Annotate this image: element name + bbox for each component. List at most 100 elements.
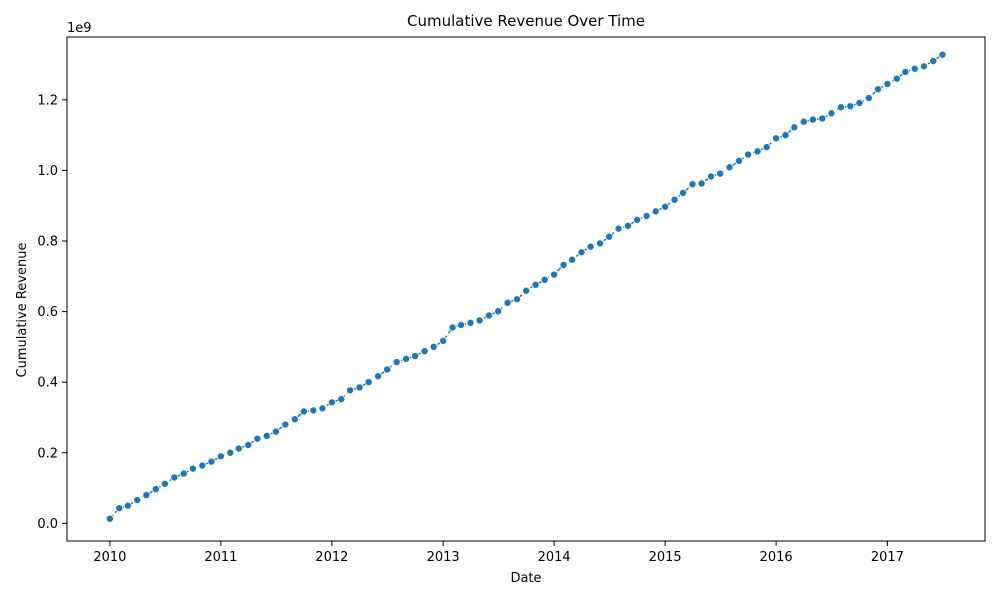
data-point: [707, 172, 716, 181]
data-point: [883, 79, 892, 88]
x-tick-label: 2015: [649, 550, 682, 565]
data-point: [374, 372, 383, 381]
data-point: [309, 406, 318, 415]
data-point: [392, 358, 401, 367]
data-point: [938, 50, 947, 59]
data-point: [253, 434, 262, 443]
y-tick-label: 0.4: [37, 376, 58, 391]
data-point: [568, 255, 577, 264]
data-point: [679, 188, 688, 197]
data-point: [411, 352, 420, 361]
series-points: [105, 50, 947, 523]
data-point: [540, 275, 549, 284]
x-tick-label: 2010: [93, 550, 126, 565]
data-point: [919, 62, 928, 71]
data-point: [818, 114, 827, 123]
data-point: [725, 163, 734, 172]
data-point: [364, 378, 373, 387]
data-point: [744, 150, 753, 159]
data-point: [207, 457, 216, 466]
data-point: [327, 398, 336, 407]
series-line: [109, 54, 943, 520]
data-point: [355, 383, 364, 392]
x-tick-label: 2011: [204, 550, 237, 565]
data-point: [151, 485, 160, 494]
data-point: [188, 464, 197, 473]
data-point: [522, 286, 531, 295]
data-point: [170, 473, 179, 482]
data-point: [198, 461, 207, 470]
data-point: [642, 211, 651, 220]
data-point: [346, 386, 355, 395]
y-tick-label: 0.0: [37, 517, 58, 532]
data-point: [586, 242, 595, 251]
data-point: [577, 248, 586, 257]
data-point: [105, 514, 114, 523]
x-tick-label: 2013: [427, 550, 460, 565]
data-point: [855, 99, 864, 108]
data-point: [688, 180, 697, 189]
data-point: [226, 448, 235, 457]
data-point: [836, 103, 845, 112]
data-point: [123, 501, 132, 510]
y-tick-label: 1.2: [37, 93, 58, 108]
data-point: [735, 156, 744, 165]
data-point: [485, 311, 494, 320]
data-point: [808, 115, 817, 124]
x-tick-label: 2016: [760, 550, 793, 565]
data-point: [262, 431, 271, 440]
data-point: [531, 280, 540, 289]
data-point: [160, 479, 169, 488]
data-point: [475, 316, 484, 325]
chart-title: Cumulative Revenue Over Time: [407, 12, 645, 30]
data-point: [846, 102, 855, 111]
data-point: [494, 307, 503, 316]
data-point: [466, 318, 475, 327]
y-tick-label: 0.2: [37, 446, 58, 461]
data-point: [901, 67, 910, 76]
data-point: [753, 147, 762, 156]
data-point: [892, 74, 901, 83]
data-point: [827, 109, 836, 118]
data-point: [281, 420, 290, 429]
y-tick-label: 0.6: [37, 305, 58, 320]
data-point: [633, 215, 642, 224]
y-axis-ticks: 0.0 0.2 0.4 0.6 0.8 1.0 1.2: [37, 93, 67, 532]
data-point: [244, 440, 253, 449]
y-tick-label: 0.8: [37, 235, 58, 250]
data-point: [799, 117, 808, 126]
data-point: [614, 224, 623, 233]
data-point: [234, 444, 243, 453]
data-point: [271, 427, 280, 436]
data-point: [448, 323, 457, 332]
plot-frame: [66, 36, 986, 542]
x-tick-label: 2012: [315, 550, 348, 565]
data-point: [651, 207, 660, 216]
data-point: [596, 239, 605, 248]
data-point: [337, 395, 346, 404]
data-point: [115, 504, 124, 513]
data-point: [559, 260, 568, 269]
data-point: [550, 270, 559, 279]
data-point: [290, 415, 299, 424]
data-point: [716, 169, 725, 178]
data-point: [513, 295, 522, 304]
data-point: [420, 347, 429, 356]
data-point: [697, 179, 706, 188]
data-point: [929, 57, 938, 66]
data-point: [762, 143, 771, 152]
data-point: [503, 298, 512, 307]
data-point: [179, 469, 188, 478]
x-tick-label: 2017: [871, 550, 904, 565]
data-point: [781, 131, 790, 140]
data-point: [624, 221, 633, 230]
y-tick-label: 1.0: [37, 164, 58, 179]
data-point: [429, 342, 438, 351]
data-point: [864, 94, 873, 103]
data-point: [772, 134, 781, 143]
data-point: [873, 85, 882, 94]
data-point: [299, 407, 308, 416]
data-point: [790, 123, 799, 132]
